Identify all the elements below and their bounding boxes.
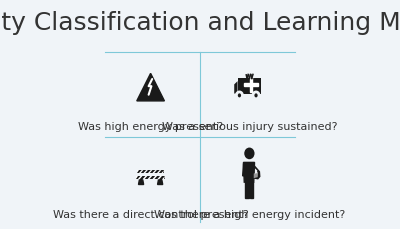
Polygon shape bbox=[152, 170, 157, 173]
Polygon shape bbox=[137, 170, 164, 173]
Polygon shape bbox=[252, 164, 260, 180]
Polygon shape bbox=[138, 176, 143, 179]
Polygon shape bbox=[244, 83, 258, 86]
Polygon shape bbox=[158, 179, 163, 185]
Polygon shape bbox=[157, 176, 162, 179]
Polygon shape bbox=[161, 170, 164, 173]
Circle shape bbox=[253, 92, 259, 99]
Circle shape bbox=[244, 147, 254, 159]
Polygon shape bbox=[243, 164, 245, 176]
Polygon shape bbox=[147, 176, 152, 179]
Polygon shape bbox=[148, 170, 152, 173]
Polygon shape bbox=[245, 182, 249, 198]
FancyBboxPatch shape bbox=[238, 79, 261, 93]
Polygon shape bbox=[136, 176, 165, 179]
Polygon shape bbox=[254, 172, 258, 178]
Polygon shape bbox=[152, 176, 158, 179]
Circle shape bbox=[236, 92, 242, 99]
Text: Was there a high energy incident?: Was there a high energy incident? bbox=[154, 210, 345, 220]
Polygon shape bbox=[234, 81, 238, 93]
Text: Was high energy present?: Was high energy present? bbox=[78, 122, 223, 132]
Polygon shape bbox=[162, 176, 165, 179]
Polygon shape bbox=[138, 179, 144, 185]
Polygon shape bbox=[136, 176, 138, 179]
Text: Safety Classification and Learning Model: Safety Classification and Learning Model bbox=[0, 11, 400, 35]
Polygon shape bbox=[139, 170, 143, 173]
Polygon shape bbox=[250, 77, 252, 93]
Polygon shape bbox=[250, 182, 253, 198]
Polygon shape bbox=[142, 176, 148, 179]
Polygon shape bbox=[137, 170, 139, 173]
Polygon shape bbox=[244, 162, 254, 182]
Polygon shape bbox=[157, 170, 161, 173]
Text: Was there a direct control present?: Was there a direct control present? bbox=[53, 210, 248, 220]
Text: Was a serious injury sustained?: Was a serious injury sustained? bbox=[162, 122, 337, 132]
Polygon shape bbox=[143, 170, 148, 173]
Polygon shape bbox=[137, 73, 164, 101]
